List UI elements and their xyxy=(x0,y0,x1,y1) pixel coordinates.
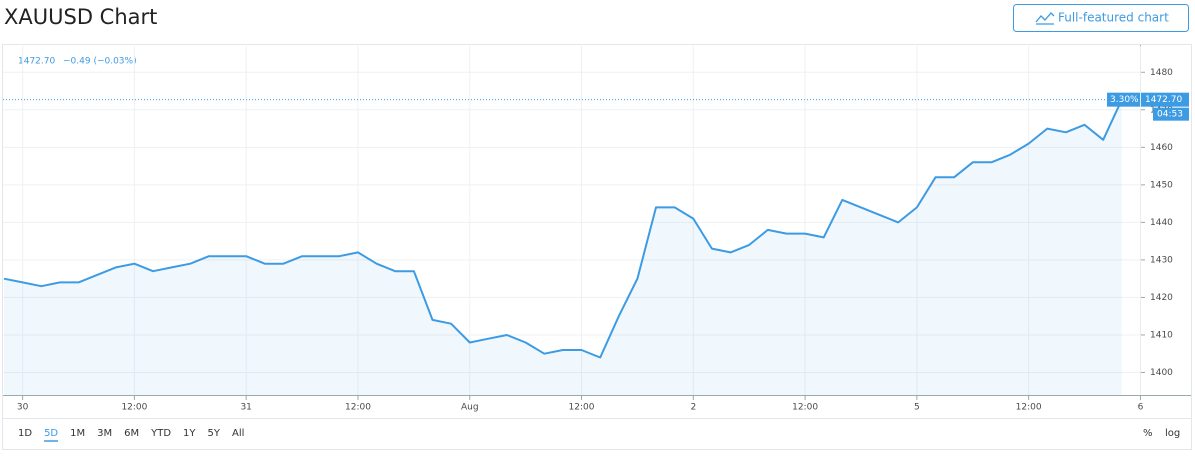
info-change: −0.49 (−0.03%) xyxy=(63,57,137,67)
x-tick-label: 5 xyxy=(914,403,920,413)
countdown: 04:53 xyxy=(1157,110,1183,120)
range-button[interactable]: All xyxy=(232,428,244,439)
y-tick-label: 1420 xyxy=(1150,293,1173,303)
y-tick-label: 1450 xyxy=(1150,180,1173,190)
range-button[interactable]: 6M xyxy=(124,428,139,439)
x-tick-label: Aug xyxy=(461,403,479,413)
plot: 1400141014201430144014501460147014803012… xyxy=(3,46,1189,442)
page-title: XAUUSD Chart xyxy=(4,5,157,29)
range-button[interactable]: YTD xyxy=(150,428,171,439)
range-button[interactable]: 3M xyxy=(97,428,112,439)
x-tick-label: 12:00 xyxy=(792,403,818,413)
option-button[interactable]: log xyxy=(1165,428,1180,439)
x-tick-label: 12:00 xyxy=(345,403,371,413)
change-tag: 3.30% xyxy=(1110,95,1139,105)
x-tick-label: 6 xyxy=(1138,403,1144,413)
change-tag-bg xyxy=(1107,92,1140,107)
x-tick-label: 12:00 xyxy=(121,403,147,413)
info-price: 1472.70 xyxy=(18,57,55,67)
price-tag-bg xyxy=(1141,92,1189,107)
y-tick-label: 1410 xyxy=(1150,330,1173,340)
x-tick-label: 12:00 xyxy=(1016,403,1042,413)
x-tick-label: 30 xyxy=(17,403,29,413)
range-button[interactable]: 1Y xyxy=(183,428,196,439)
full-chart-button[interactable] xyxy=(1013,4,1189,32)
y-tick-label: 1430 xyxy=(1150,255,1173,265)
range-button[interactable]: 1D xyxy=(18,428,32,439)
y-tick-label: 1460 xyxy=(1150,143,1173,153)
y-tick-label: 1400 xyxy=(1150,368,1173,378)
chart-icon xyxy=(1035,12,1055,25)
button-label: Full-featured chart xyxy=(1058,11,1169,25)
x-tick-label: 31 xyxy=(240,403,251,413)
chart-frame xyxy=(2,44,1192,450)
range-button[interactable]: 5D xyxy=(44,428,58,439)
price-line xyxy=(3,99,1123,359)
countdown-bg xyxy=(1153,107,1189,121)
range-button[interactable]: 5Y xyxy=(208,428,221,439)
area xyxy=(4,99,1122,395)
x-tick-label: 2 xyxy=(690,403,696,413)
price-tag: 1472.70 xyxy=(1145,95,1182,105)
y-tick-label: 1480 xyxy=(1150,68,1173,78)
x-tick-label: 12:00 xyxy=(569,403,595,413)
option-button[interactable]: % xyxy=(1143,428,1153,439)
range-button[interactable]: 1M xyxy=(70,428,85,439)
y-tick-label: 1440 xyxy=(1150,218,1173,228)
